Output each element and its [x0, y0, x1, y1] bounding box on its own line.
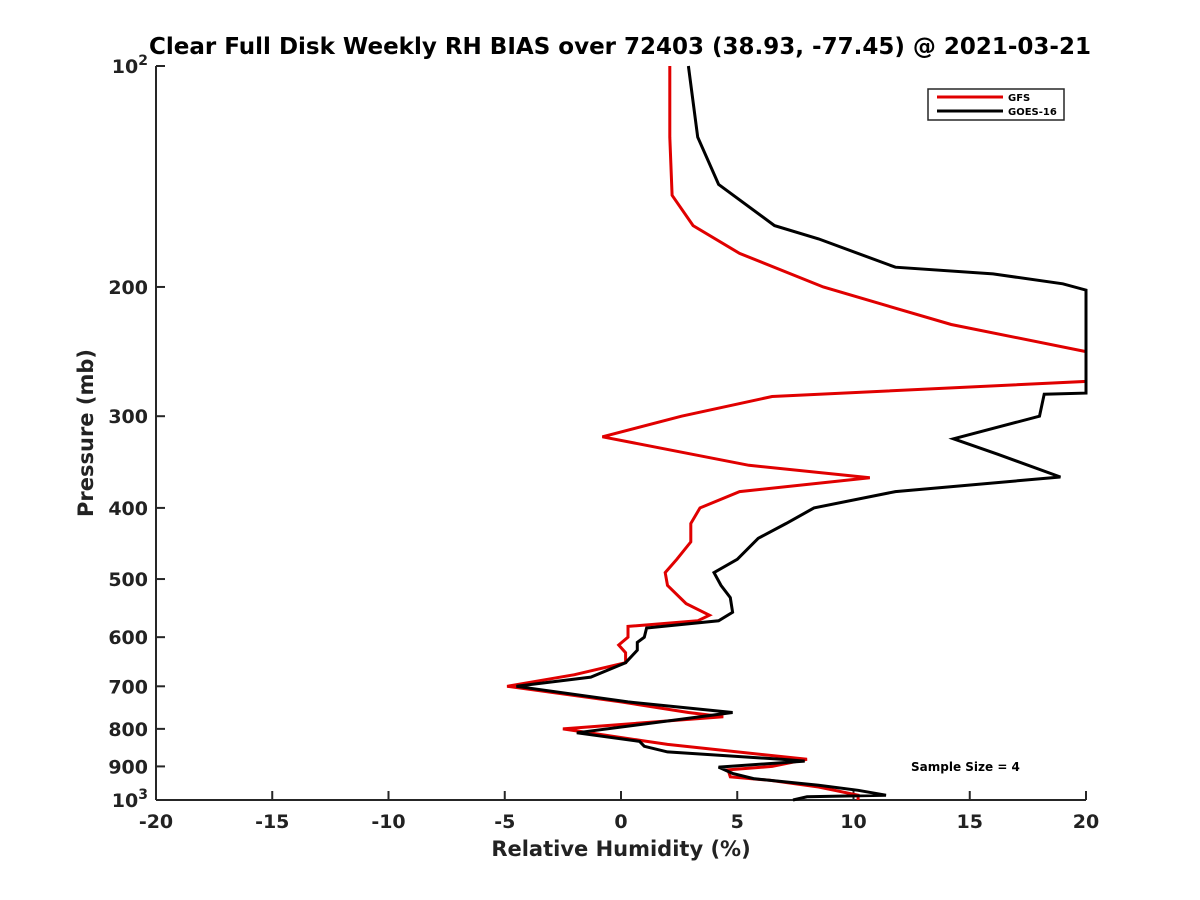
series-line-goes-16 [516, 65, 1088, 802]
x-tick-label: 5 [731, 811, 744, 833]
series-line-gfs [506, 66, 1088, 800]
y-tick-label: 103 [112, 787, 148, 812]
legend-label: GOES-16 [1008, 107, 1057, 118]
x-tick-label: 15 [957, 811, 983, 833]
y-tick-label: 500 [108, 569, 148, 591]
y-tick-label: 600 [108, 627, 148, 649]
y-tick-label: 400 [108, 498, 148, 520]
chart-title: Clear Full Disk Weekly RH BIAS over 7240… [149, 34, 1091, 60]
y-axis-label: Pressure (mb) [74, 349, 98, 517]
x-tick-label: -5 [494, 811, 515, 833]
x-tick-label: -20 [139, 811, 173, 833]
x-tick-label: 10 [840, 811, 866, 833]
x-axis-label: Relative Humidity (%) [491, 837, 750, 861]
y-axis-ticks: 102 200 300 400 500 600 700 800 900 103 [108, 53, 165, 812]
legend: GFS GOES-16 [927, 88, 1065, 121]
legend-box [927, 88, 1065, 121]
x-tick-label: -10 [371, 811, 405, 833]
legend-label: GFS [1008, 93, 1030, 104]
y-tick-label: 700 [108, 676, 148, 698]
y-tick-label: 102 [112, 53, 148, 78]
y-tick-label: 900 [108, 756, 148, 778]
x-tick-label: 20 [1073, 811, 1099, 833]
series-lines [506, 65, 1088, 802]
x-tick-label: 0 [614, 811, 627, 833]
y-tick-label: 200 [108, 277, 148, 299]
x-tick-label: -15 [255, 811, 289, 833]
y-tick-label: 800 [108, 719, 148, 741]
sample-size-annotation: Sample Size = 4 [911, 760, 1020, 774]
x-axis-ticks: -20 -15 -10 -5 0 5 10 15 20 [139, 791, 1099, 833]
y-tick-label: 300 [108, 406, 148, 428]
